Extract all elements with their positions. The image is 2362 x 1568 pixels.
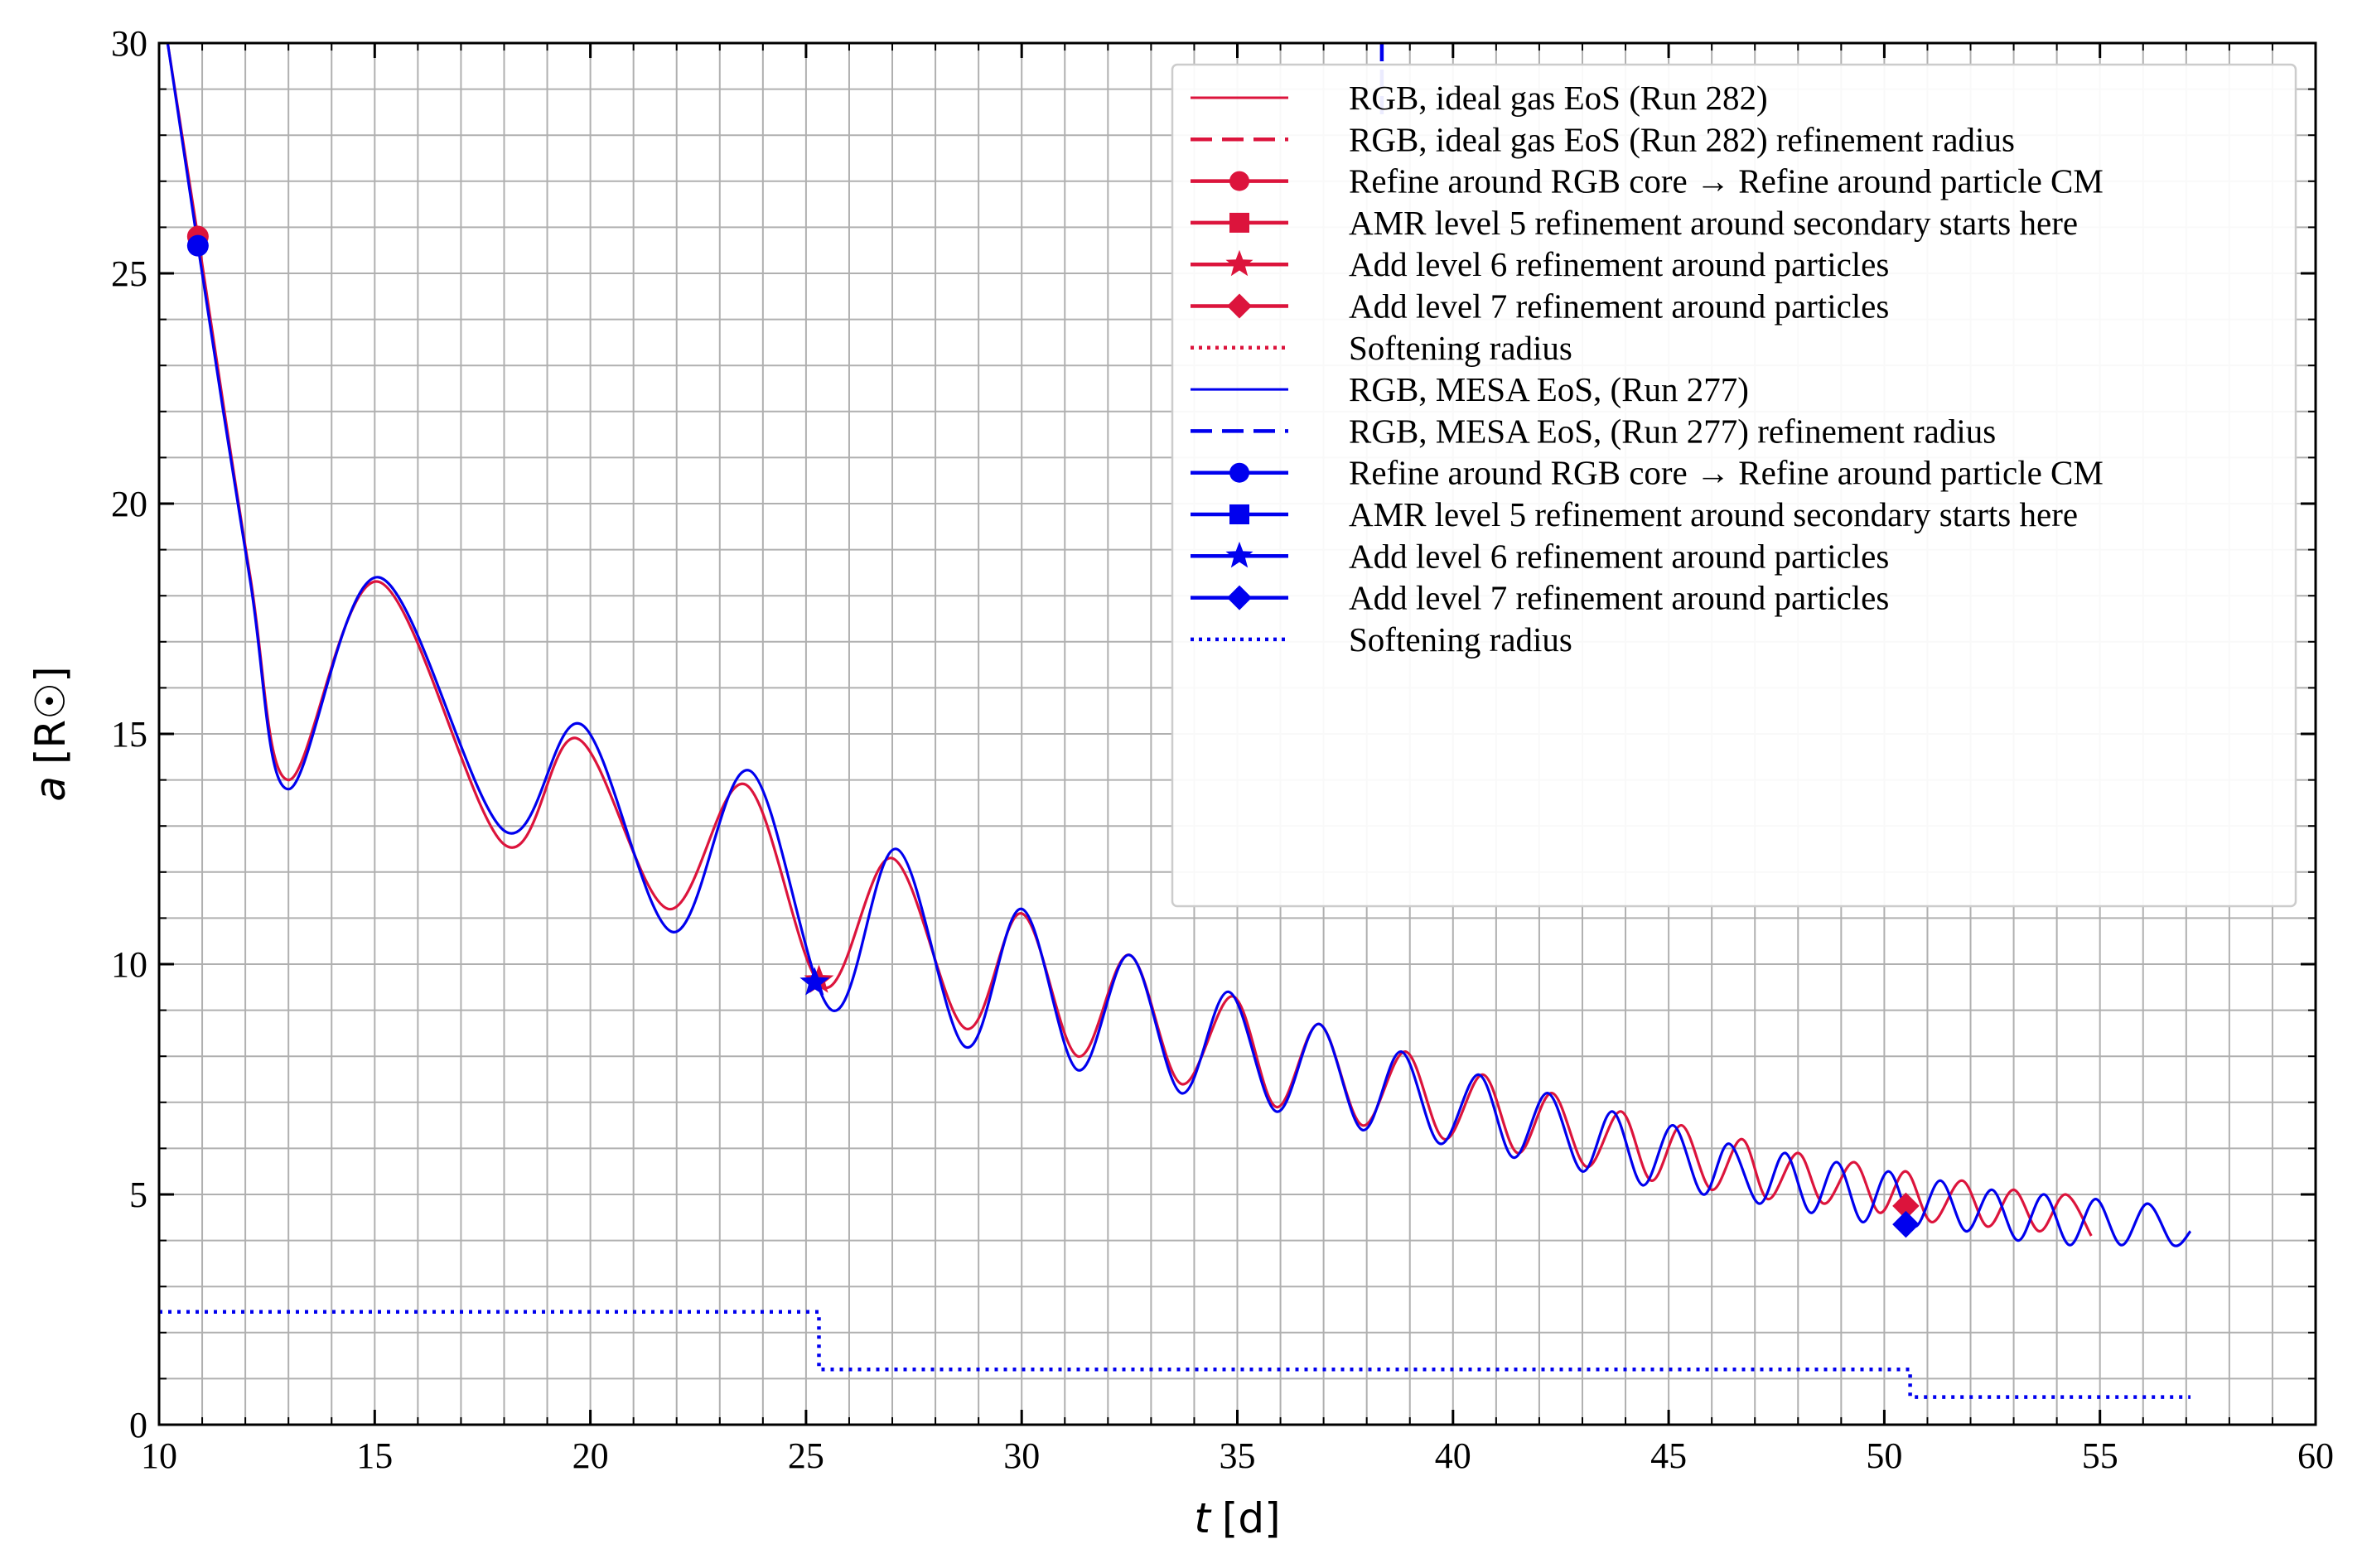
legend-entry: RGB, ideal gas EoS (Run 282) xyxy=(1191,79,1768,117)
legend-label: AMR level 5 refinement around secondary … xyxy=(1349,204,2078,242)
y-tick-label: 10 xyxy=(111,944,147,985)
legend-marker-square xyxy=(1229,212,1249,233)
x-tick-label: 30 xyxy=(1003,1435,1040,1476)
x-tick-label: 60 xyxy=(2297,1435,2334,1476)
legend-entry: Refine around RGB core → Refine around p… xyxy=(1191,162,2104,200)
legend-label: Add level 7 refinement around particles xyxy=(1349,287,1889,326)
x-tick-label: 35 xyxy=(1220,1435,1256,1476)
data-marker-blue-diamond xyxy=(1892,1210,1920,1238)
legend-marker-star xyxy=(1225,249,1253,277)
x-tick-label: 45 xyxy=(1650,1435,1687,1476)
legend-label: AMR level 5 refinement around secondary … xyxy=(1349,495,2078,533)
legend-label: Softening radius xyxy=(1349,620,1572,659)
legend-marker-circle xyxy=(1229,462,1249,483)
legend-label: Add level 7 refinement around particles xyxy=(1349,579,1889,617)
legend-entry: RGB, MESA EoS, (Run 277) xyxy=(1191,370,1749,408)
legend-marker-star xyxy=(1225,541,1253,568)
x-tick-label: 15 xyxy=(356,1435,393,1476)
legend-label: RGB, MESA EoS, (Run 277) xyxy=(1349,370,1749,408)
y-tick-label: 30 xyxy=(111,23,147,64)
y-tick-label: 20 xyxy=(111,484,147,524)
legend-entry: Softening radius xyxy=(1191,329,1572,367)
legend-entry: Add level 6 refinement around particles xyxy=(1191,245,1889,283)
legend-marker-diamond xyxy=(1227,293,1252,319)
legend-box xyxy=(1171,63,2297,908)
y-tick-label: 5 xyxy=(129,1175,147,1215)
x-tick-label: 40 xyxy=(1435,1435,1471,1476)
legend-entry: Add level 6 refinement around particles xyxy=(1191,537,1889,575)
legend-entry: Add level 7 refinement around particles xyxy=(1191,287,1889,326)
data-marker-red-diamond xyxy=(1892,1192,1920,1220)
legend-marker-square xyxy=(1229,504,1249,524)
legend-marker-diamond xyxy=(1227,585,1252,610)
tick-labels: 10 15 20 25 30 35 40 45 50 55 60 0 5 10 15 20 25 30 xyxy=(111,23,2334,1476)
legend-marker-circle xyxy=(1229,171,1249,191)
y-tick-label: 15 xyxy=(111,714,147,755)
legend-label: RGB, ideal gas EoS (Run 282) refinement … xyxy=(1349,120,2015,158)
legend-entry: RGB, ideal gas EoS (Run 282) refinement … xyxy=(1191,120,2015,158)
legend-label: RGB, MESA EoS, (Run 277) refinement radi… xyxy=(1349,412,1996,450)
series-line-2 xyxy=(159,1310,2191,1399)
data-marker-blue-star xyxy=(799,967,830,996)
y-tick-label: 0 xyxy=(129,1405,147,1445)
y-axis-label: a[R☉] xyxy=(27,666,75,801)
legend-entry: Refine around RGB core → Refine around p… xyxy=(1191,454,2104,492)
legend-label: Add level 6 refinement around particles xyxy=(1349,537,1889,575)
series-line-1 xyxy=(166,43,2192,1247)
legend-entry: AMR level 5 refinement around secondary … xyxy=(1191,495,2078,533)
data-marker-blue-circle xyxy=(186,234,209,257)
x-tick-label: 55 xyxy=(2082,1435,2118,1476)
legend-entry: RGB, MESA EoS, (Run 277) refinement radi… xyxy=(1191,412,1996,450)
y-tick-label: 25 xyxy=(111,253,147,294)
x-tick-label: 20 xyxy=(572,1435,609,1476)
x-tick-label: 50 xyxy=(1866,1435,1902,1476)
x-tick-label: 25 xyxy=(788,1435,824,1476)
axis-ticks xyxy=(157,41,2317,1426)
legend-entry: AMR level 5 refinement around secondary … xyxy=(1191,204,2078,242)
legend-entry: Add level 7 refinement around particles xyxy=(1191,579,1889,617)
legend-label: RGB, ideal gas EoS (Run 282) xyxy=(1349,79,1768,117)
legend: RGB, ideal gas EoS (Run 282)RGB, ideal g… xyxy=(1171,63,2297,908)
legend-label: Add level 6 refinement around particles xyxy=(1349,245,1889,283)
legend-label: Softening radius xyxy=(1349,329,1572,367)
legend-entry: Softening radius xyxy=(1191,620,1572,659)
series-line-0 xyxy=(166,43,2093,1237)
data-markers xyxy=(186,225,1920,1238)
legend-label: Refine around RGB core → Refine around p… xyxy=(1349,454,2104,492)
x-tick-label: 10 xyxy=(141,1435,177,1476)
legend-label: Refine around RGB core → Refine around p… xyxy=(1349,162,2104,200)
x-axis-label: t [d] xyxy=(1194,1494,1280,1542)
